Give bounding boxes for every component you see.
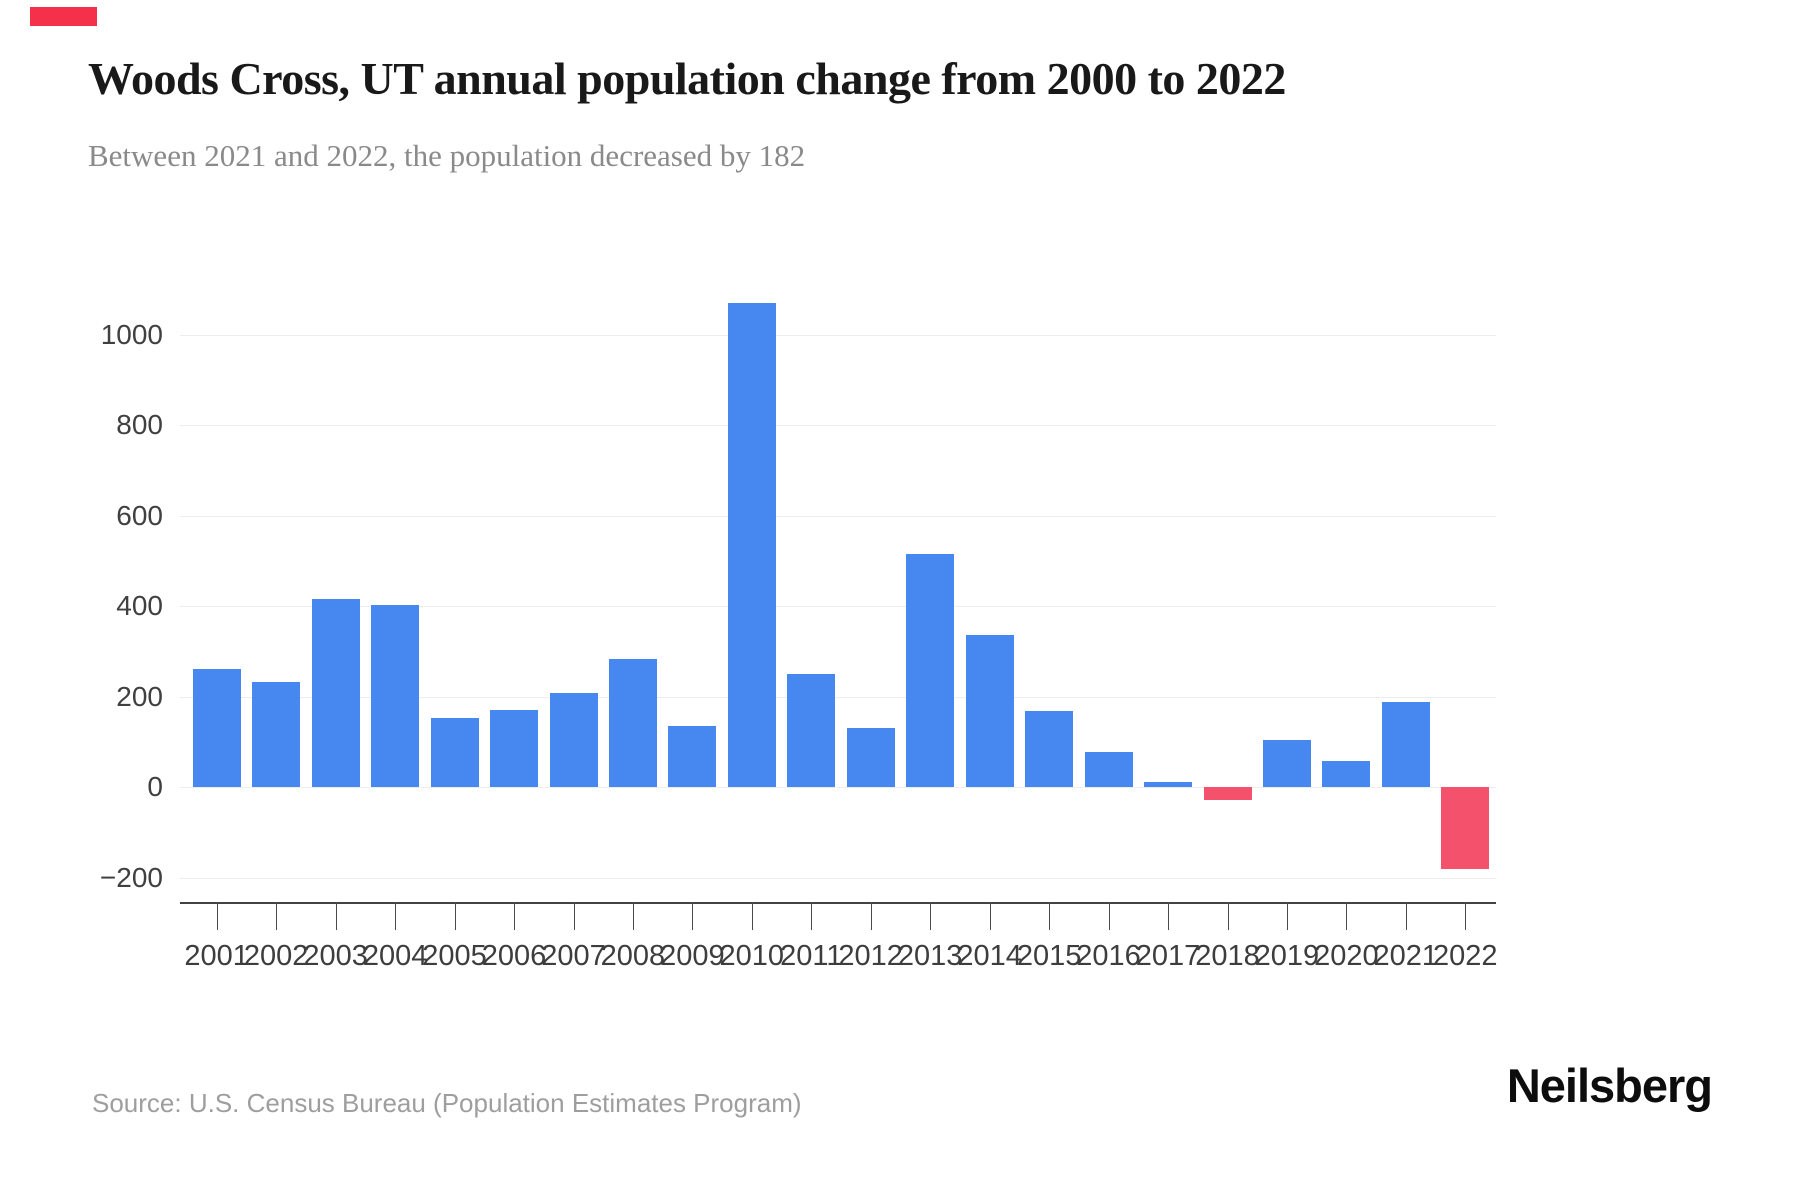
- x-tick-label-2012: 2012: [838, 940, 903, 972]
- bar-2003[interactable]: [311, 599, 360, 787]
- x-axis-line: [180, 902, 1496, 904]
- x-tick-2012: [870, 902, 872, 930]
- x-tick-label-2019: 2019: [1254, 940, 1320, 972]
- bar-2015[interactable]: [1025, 711, 1074, 787]
- bar-2011[interactable]: [787, 673, 836, 787]
- x-tick-label-2008: 2008: [600, 940, 666, 972]
- y-tick-label-1000: 1000: [100, 319, 163, 350]
- x-tick-2013: [930, 902, 932, 930]
- source-note: Source: U.S. Census Bureau (Population E…: [92, 1088, 802, 1118]
- x-tick-label-2013: 2013: [897, 940, 963, 972]
- y-tick-label-0: 0: [147, 771, 163, 802]
- gridline-800: [180, 425, 1496, 426]
- bar-2012[interactable]: [846, 727, 895, 787]
- x-tick-label-2011: 2011: [780, 940, 843, 972]
- x-tick-2019: [1286, 902, 1288, 930]
- bar-2010[interactable]: [727, 302, 776, 787]
- y-tick-label-200: 200: [116, 681, 163, 712]
- x-tick-label-2007: 2007: [541, 940, 606, 972]
- gridline-200: [180, 697, 1496, 698]
- bar-2022[interactable]: [1441, 787, 1490, 870]
- x-tick-label-2014: 2014: [957, 940, 1022, 972]
- x-tick-2014: [989, 902, 991, 930]
- x-tick-2020: [1346, 902, 1348, 930]
- gridline-1000: [180, 335, 1496, 336]
- bar-2016[interactable]: [1084, 752, 1133, 787]
- chart-title: Woods Cross, UT annual population change…: [88, 53, 1286, 104]
- gridline-0: [180, 787, 1496, 788]
- bar-2001[interactable]: [192, 669, 241, 788]
- y-tick-label-800: 800: [116, 409, 163, 440]
- x-tick-2004: [395, 902, 397, 930]
- bar-2021[interactable]: [1381, 701, 1430, 787]
- y-tick-label--200: −200: [99, 862, 163, 893]
- bar-2007[interactable]: [549, 692, 598, 787]
- x-tick-label-2015: 2015: [1016, 940, 1082, 972]
- x-tick-2008: [632, 902, 634, 930]
- x-tick-2007: [573, 902, 575, 930]
- x-tick-2001: [216, 902, 218, 930]
- x-tick-label-2016: 2016: [1076, 940, 1141, 972]
- x-tick-2016: [1108, 902, 1110, 930]
- x-tick-2015: [1049, 902, 1051, 930]
- y-tick-label-400: 400: [116, 590, 163, 621]
- bar-2006[interactable]: [490, 710, 538, 787]
- brand-accent-bar: [30, 7, 97, 26]
- x-tick-2011: [811, 902, 813, 930]
- gridline-600: [180, 516, 1496, 517]
- x-tick-label-2021: 2021: [1373, 940, 1439, 972]
- gridline-400: [180, 606, 1496, 607]
- x-tick-2021: [1405, 902, 1407, 930]
- x-tick-label-2009: 2009: [660, 940, 725, 972]
- x-tick-label-2018: 2018: [1195, 940, 1260, 972]
- bar-2004[interactable]: [371, 605, 420, 787]
- bar-2005[interactable]: [430, 718, 479, 787]
- x-tick-label-2003: 2003: [303, 940, 368, 972]
- x-tick-label-2006: 2006: [481, 940, 547, 972]
- bar-2020[interactable]: [1322, 761, 1371, 787]
- x-tick-label-2017: 2017: [1135, 940, 1201, 972]
- x-tick-label-2022: 2022: [1433, 940, 1498, 972]
- x-tick-2005: [454, 902, 456, 930]
- bar-2013[interactable]: [906, 554, 955, 787]
- x-tick-label-2010: 2010: [719, 940, 785, 972]
- x-tick-label-2004: 2004: [362, 940, 428, 972]
- bar-2018[interactable]: [1203, 787, 1252, 800]
- bar-chart: −200 0 200 400 600 800 1000 2001 2002 2003 2004 20…: [99, 302, 1498, 972]
- chart-subtitle: Between 2021 and 2022, the population de…: [88, 138, 806, 173]
- gridline--200: [180, 878, 1496, 879]
- bar-2017[interactable]: [1144, 782, 1192, 787]
- x-tick-2003: [335, 902, 337, 930]
- x-tick-label-2020: 2020: [1314, 940, 1379, 972]
- bar-2009[interactable]: [668, 726, 717, 787]
- x-tick-2002: [276, 902, 278, 930]
- x-tick-2010: [751, 902, 753, 930]
- bar-2019[interactable]: [1262, 739, 1311, 787]
- x-tick-2006: [514, 902, 515, 930]
- bar-2008[interactable]: [608, 658, 657, 787]
- x-tick-2009: [692, 902, 694, 930]
- x-tick-2018: [1227, 902, 1229, 930]
- x-tick-label-2002: 2002: [243, 940, 309, 972]
- bar-2014[interactable]: [965, 635, 1014, 787]
- x-tick-2017: [1168, 902, 1169, 930]
- y-tick-label-600: 600: [116, 500, 163, 531]
- x-tick-2022: [1465, 902, 1467, 930]
- brand-logo: Neilsberg: [1506, 1059, 1713, 1112]
- bar-2002[interactable]: [252, 682, 301, 787]
- x-tick-label-2005: 2005: [422, 940, 487, 972]
- x-tick-label-2001: 2001: [184, 940, 249, 972]
